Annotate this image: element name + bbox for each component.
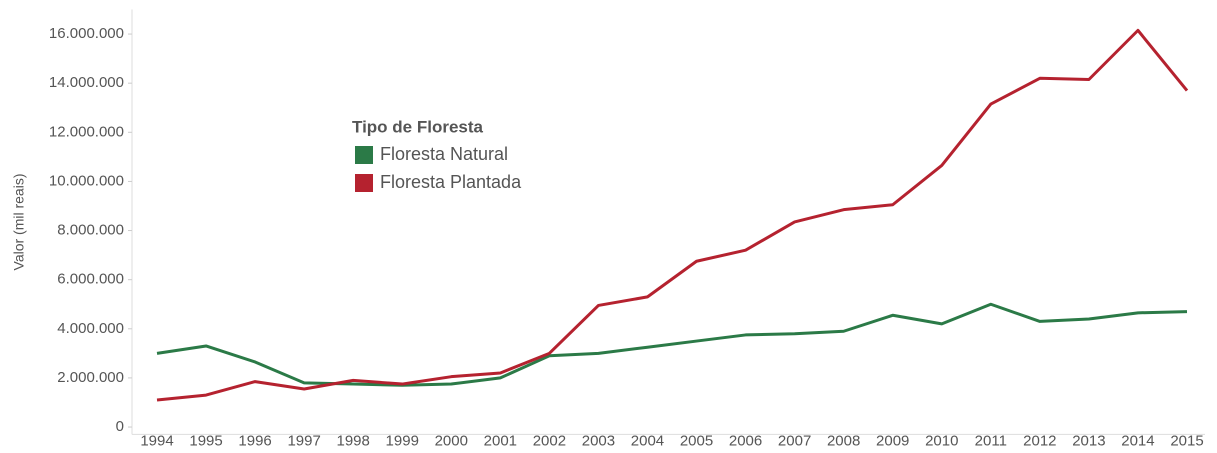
series-line (156, 28, 1189, 402)
x-tick-label: 2003 (582, 432, 615, 449)
y-tick-label: 2.000.000 (57, 369, 124, 386)
x-tick-label: 2009 (876, 432, 909, 449)
legend-label: Floresta Plantada (380, 172, 522, 192)
x-tick-label: 1995 (189, 432, 222, 449)
x-tick-label: 1998 (337, 432, 370, 449)
legend-label: Floresta Natural (380, 144, 508, 164)
y-tick-label: 14.000.000 (49, 74, 124, 91)
x-tick-label: 1994 (140, 432, 173, 449)
y-tick-label: 12.000.000 (49, 123, 124, 140)
x-tick-label: 2006 (729, 432, 762, 449)
x-tick-label: 2000 (435, 432, 468, 449)
x-tick-label: 1996 (238, 432, 271, 449)
x-tick-label: 2007 (778, 432, 811, 449)
y-axis-label: Valor (mil reais) (11, 174, 27, 271)
legend-swatch (355, 174, 373, 192)
x-tick-label: 2013 (1072, 432, 1105, 449)
legend-title: Tipo de Floresta (352, 117, 484, 136)
x-tick-label: 2011 (975, 432, 1007, 449)
x-tick-label: 2002 (533, 432, 566, 449)
y-tick-label: 10.000.000 (49, 172, 124, 189)
x-tick-label: 1999 (386, 432, 419, 449)
x-tick-label: 2012 (1023, 432, 1056, 449)
y-tick-label: 16.000.000 (49, 25, 124, 42)
y-tick-label: 8.000.000 (57, 222, 124, 239)
x-tick-label: 2005 (680, 432, 713, 449)
x-tick-label: 2004 (631, 432, 664, 449)
series-line (156, 302, 1188, 387)
x-tick-label: 2015 (1170, 432, 1203, 449)
x-tick-label: 2014 (1121, 432, 1154, 449)
x-tick-label: 2001 (484, 432, 517, 449)
x-tick-label: 2010 (925, 432, 958, 449)
legend-swatch (355, 146, 373, 164)
x-tick-label: 2008 (827, 432, 860, 449)
y-tick-label: 0 (116, 418, 124, 435)
y-tick-label: 4.000.000 (57, 320, 124, 337)
y-tick-label: 6.000.000 (57, 271, 124, 288)
x-tick-label: 1997 (287, 432, 320, 449)
